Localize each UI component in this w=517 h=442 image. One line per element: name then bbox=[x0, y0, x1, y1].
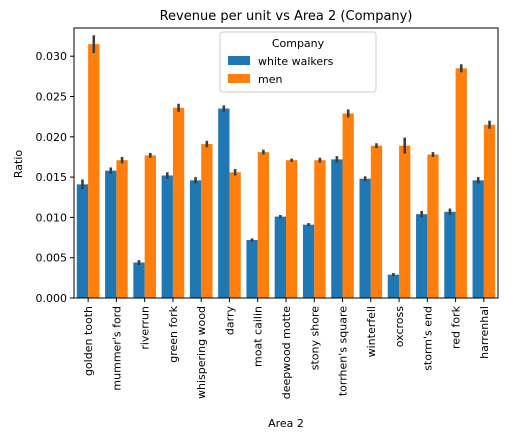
bar-men-9 bbox=[342, 113, 354, 299]
y-tick-label: 0.005 bbox=[36, 252, 68, 265]
legend: Company white walkers men bbox=[219, 31, 377, 93]
y-tick-label: 0.015 bbox=[36, 171, 68, 184]
bar-white-walkers-13 bbox=[444, 211, 456, 298]
y-tick-label: 0.020 bbox=[36, 131, 68, 144]
bar-men-2 bbox=[144, 155, 156, 298]
bar-white-walkers-11 bbox=[387, 274, 400, 298]
y-tick-label: 0.030 bbox=[36, 50, 68, 63]
bar-white-walkers-6 bbox=[246, 239, 258, 298]
bar-men-12 bbox=[427, 154, 439, 298]
x-tick-label: red fork bbox=[450, 305, 463, 349]
bar-men-4 bbox=[201, 144, 213, 298]
x-tick-label: moat cailin bbox=[252, 306, 265, 367]
x-tick-label: whispering wood bbox=[195, 306, 208, 399]
plot-area: 0.000 0.005 0.010 0.015 0.020 0.025 0.030 golde… bbox=[36, 27, 499, 400]
legend-entry: white walkers bbox=[258, 55, 334, 68]
bar-men-11 bbox=[399, 145, 411, 298]
x-axis-label: Area 2 bbox=[268, 417, 304, 430]
bar-white-walkers-7 bbox=[274, 216, 286, 298]
y-axis-label: Ratio bbox=[12, 150, 25, 179]
legend-entry: men bbox=[258, 73, 282, 86]
bar-men-8 bbox=[314, 160, 326, 298]
plot-frame bbox=[73, 27, 499, 299]
bar-men-6 bbox=[257, 152, 270, 298]
x-tick-label: golden tooth bbox=[82, 306, 95, 376]
x-tick-label: torrhen's square bbox=[337, 306, 350, 396]
x-tick-label: darry bbox=[223, 306, 236, 336]
x-tick-label: storm's end bbox=[421, 306, 434, 371]
bar-men-0 bbox=[88, 44, 100, 299]
x-tick-label: harrenhal bbox=[478, 306, 491, 359]
x-tick-label: mummer's ford bbox=[110, 306, 123, 391]
bar-white-walkers-8 bbox=[302, 224, 315, 298]
bar-men-1 bbox=[116, 160, 128, 298]
bar-white-walkers-9 bbox=[331, 159, 343, 298]
x-tick-label: deepwood motte bbox=[280, 306, 293, 400]
bar-white-walkers-10 bbox=[359, 178, 371, 298]
bar-men-13 bbox=[455, 68, 467, 298]
y-tick-label: 0.025 bbox=[36, 91, 68, 104]
bar-white-walkers-14 bbox=[472, 180, 484, 298]
legend-title: Company bbox=[272, 37, 325, 50]
legend-box bbox=[219, 31, 377, 93]
bar-men-14 bbox=[483, 124, 496, 298]
bar-men-7 bbox=[286, 160, 298, 298]
x-tick-label: stony shore bbox=[308, 306, 321, 370]
bar-men-5 bbox=[229, 172, 241, 298]
bar-men-10 bbox=[370, 145, 383, 298]
bar-white-walkers-5 bbox=[218, 108, 230, 298]
legend-swatch-white-walkers bbox=[228, 56, 250, 65]
legend-swatch-men bbox=[228, 74, 250, 83]
bar-white-walkers-12 bbox=[416, 214, 428, 298]
bar-men-3 bbox=[172, 107, 185, 298]
x-tick-label: green fork bbox=[167, 305, 180, 362]
x-tick-label: winterfell bbox=[365, 306, 378, 357]
bar-white-walkers-2 bbox=[133, 262, 145, 298]
bar-white-walkers-3 bbox=[161, 175, 173, 298]
x-tick-label: oxcross bbox=[393, 306, 406, 347]
x-tick-label: riverrun bbox=[139, 306, 152, 350]
y-tick-label: 0.010 bbox=[36, 211, 68, 224]
bar-white-walkers-4 bbox=[189, 180, 202, 298]
chart-title: Revenue per unit vs Area 2 (Company) bbox=[160, 9, 413, 24]
bar-white-walkers-1 bbox=[105, 170, 117, 298]
y-tick-label: 0.000 bbox=[36, 292, 68, 305]
bar-white-walkers-0 bbox=[76, 184, 89, 298]
